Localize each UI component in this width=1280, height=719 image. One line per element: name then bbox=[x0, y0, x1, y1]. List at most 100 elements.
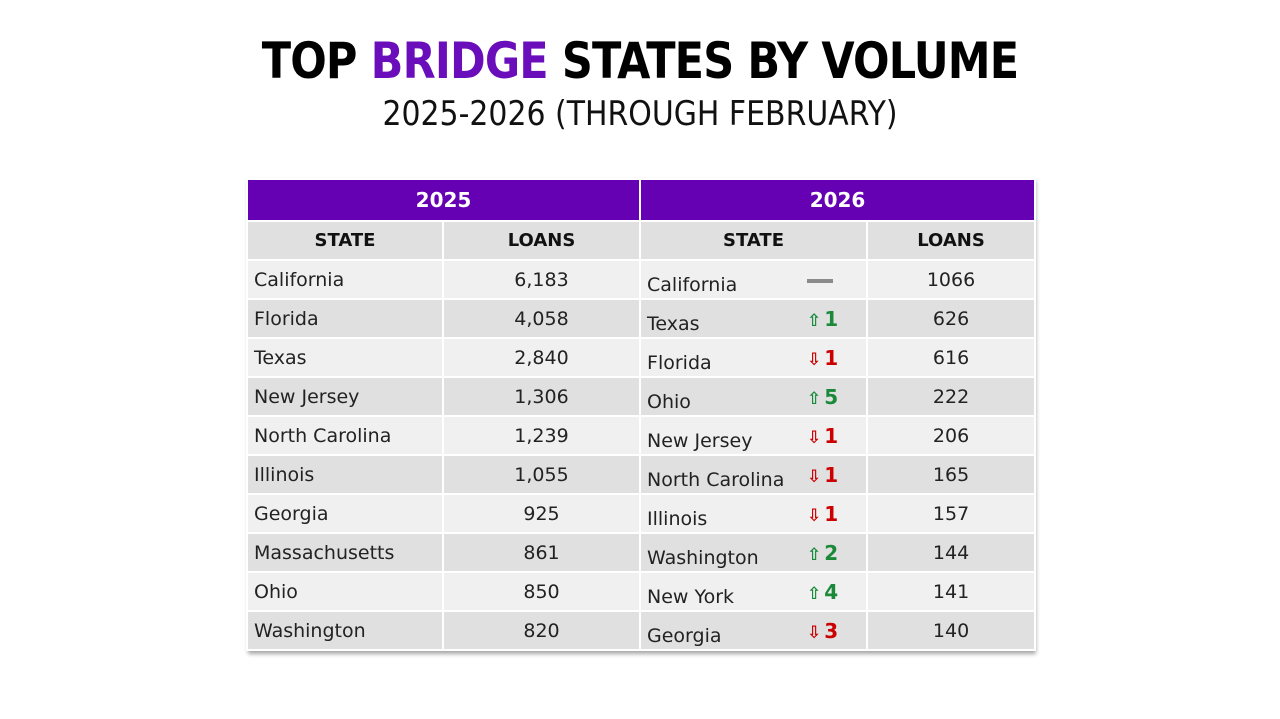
state-2026: Texas bbox=[647, 312, 700, 335]
loans-2026: 140 bbox=[866, 610, 1037, 651]
loans-2026: 626 bbox=[866, 298, 1037, 339]
rank-change: ⇧ 4 bbox=[807, 580, 838, 604]
state-2026: New York bbox=[647, 585, 735, 608]
page-title: TOP BRIDGE STATES BY VOLUME bbox=[90, 30, 1191, 92]
loans-2025: 2,840 bbox=[441, 337, 642, 378]
rank-change-value: 5 bbox=[824, 385, 839, 409]
state-2025: Washington bbox=[246, 610, 444, 651]
loans-2025: 6,183 bbox=[441, 259, 642, 300]
rank-change-value: 1 bbox=[824, 463, 839, 487]
table-row: Illinois 1,055 North Carolina ⇩ 1 165 bbox=[246, 454, 1037, 495]
state-2026: Illinois bbox=[647, 507, 708, 530]
state-2026: North Carolina bbox=[647, 468, 785, 491]
state-2026: Washington bbox=[647, 546, 759, 569]
state-2026-cell: Florida ⇩ 1 bbox=[639, 337, 869, 378]
loans-2025: 850 bbox=[441, 571, 642, 612]
table-row: California 6,183 California 1066 bbox=[246, 259, 1037, 300]
col-state-2026: STATE bbox=[639, 220, 869, 261]
arrow-up-icon: ⇧ bbox=[807, 545, 822, 565]
loans-2025: 820 bbox=[441, 610, 642, 651]
loans-2026: 165 bbox=[866, 454, 1037, 495]
state-2025: Massachusetts bbox=[246, 532, 444, 573]
state-2025: Georgia bbox=[246, 493, 444, 534]
loans-2025: 861 bbox=[441, 532, 642, 573]
rank-change: ⇩ 1 bbox=[807, 502, 838, 526]
state-2025: Illinois bbox=[246, 454, 444, 495]
table-row: Georgia 925 Illinois ⇩ 1 157 bbox=[246, 493, 1037, 534]
title-pre: TOP bbox=[261, 32, 371, 90]
loans-2026: 1066 bbox=[866, 259, 1037, 300]
table-row: North Carolina 1,239 New Jersey ⇩ 1 206 bbox=[246, 415, 1037, 456]
loans-2025: 4,058 bbox=[441, 298, 642, 339]
loans-2025: 1,306 bbox=[441, 376, 642, 417]
state-2026: California bbox=[647, 273, 738, 296]
rank-change-value: 1 bbox=[824, 307, 839, 331]
state-2026: Georgia bbox=[647, 624, 722, 647]
state-2026: Ohio bbox=[647, 390, 691, 413]
loans-2025: 925 bbox=[441, 493, 642, 534]
rank-change-value: 4 bbox=[824, 580, 839, 604]
no-change-dash-icon bbox=[807, 279, 834, 283]
state-2025: Texas bbox=[246, 337, 444, 378]
state-2026-cell: Ohio ⇧ 5 bbox=[639, 376, 869, 417]
page-subtitle: 2025-2026 (THROUGH FEBRUARY) bbox=[382, 94, 898, 134]
table-row: New Jersey 1,306 Ohio ⇧ 5 222 bbox=[246, 376, 1037, 417]
loans-2025: 1,239 bbox=[441, 415, 642, 456]
arrow-down-icon: ⇩ bbox=[807, 467, 822, 487]
state-2025: California bbox=[246, 259, 444, 300]
loans-2026: 616 bbox=[866, 337, 1037, 378]
state-2026: Florida bbox=[647, 351, 712, 374]
loans-2026: 222 bbox=[866, 376, 1037, 417]
state-2025: Ohio bbox=[246, 571, 444, 612]
rank-change: ⇩ 1 bbox=[807, 463, 838, 487]
state-2025: Florida bbox=[246, 298, 444, 339]
table-row: Florida 4,058 Texas ⇧ 1 626 bbox=[246, 298, 1037, 339]
loans-2026: 141 bbox=[866, 571, 1037, 612]
state-2026-cell: New York ⇧ 4 bbox=[639, 571, 869, 612]
col-state-2025: STATE bbox=[246, 220, 444, 261]
ranking-table: 2025 2026 STATE LOANS STATE LOANS Califo… bbox=[245, 178, 1037, 651]
table-row: Washington 820 Georgia ⇩ 3 140 bbox=[246, 610, 1037, 651]
state-2026-cell: Washington ⇧ 2 bbox=[639, 532, 869, 573]
rank-change: ⇩ 1 bbox=[807, 424, 838, 448]
arrow-up-icon: ⇧ bbox=[807, 389, 822, 409]
rank-change-value: 2 bbox=[824, 541, 839, 565]
state-2026-cell: Illinois ⇩ 1 bbox=[639, 493, 869, 534]
table-row: Ohio 850 New York ⇧ 4 141 bbox=[246, 571, 1037, 612]
arrow-down-icon: ⇩ bbox=[807, 428, 822, 448]
arrow-up-icon: ⇧ bbox=[807, 584, 822, 604]
arrow-down-icon: ⇩ bbox=[807, 350, 822, 370]
rank-change-value: 1 bbox=[824, 346, 839, 370]
year-2025-header: 2025 bbox=[245, 178, 642, 222]
rank-change: ⇩ 1 bbox=[807, 346, 838, 370]
rank-change-value: 3 bbox=[824, 619, 839, 643]
state-2026-cell: California bbox=[639, 259, 869, 300]
rank-change-value: 1 bbox=[824, 502, 839, 526]
arrow-down-icon: ⇩ bbox=[807, 623, 822, 643]
state-2026: New Jersey bbox=[647, 429, 753, 452]
loans-2026: 157 bbox=[866, 493, 1037, 534]
year-2026-header: 2026 bbox=[639, 178, 1037, 222]
arrow-down-icon: ⇩ bbox=[807, 506, 822, 526]
col-loans-2025: LOANS bbox=[441, 220, 642, 261]
state-2026-cell: North Carolina ⇩ 1 bbox=[639, 454, 869, 495]
rank-change-value: 1 bbox=[824, 424, 839, 448]
rank-change: ⇧ 1 bbox=[807, 307, 838, 331]
table-row: Massachusetts 861 Washington ⇧ 2 144 bbox=[246, 532, 1037, 573]
state-2026-cell: Texas ⇧ 1 bbox=[639, 298, 869, 339]
arrow-up-icon: ⇧ bbox=[807, 311, 822, 331]
title-accent: BRIDGE bbox=[370, 32, 549, 90]
state-2026-cell: Georgia ⇩ 3 bbox=[639, 610, 869, 651]
state-2026-cell: New Jersey ⇩ 1 bbox=[639, 415, 869, 456]
rank-change: ⇧ 2 bbox=[807, 541, 838, 565]
loans-2025: 1,055 bbox=[441, 454, 642, 495]
rank-change: ⇧ 5 bbox=[807, 385, 838, 409]
state-2025: New Jersey bbox=[246, 376, 444, 417]
title-post: STATES BY VOLUME bbox=[547, 32, 1019, 90]
table-row: Texas 2,840 Florida ⇩ 1 616 bbox=[246, 337, 1037, 378]
rank-change: ⇩ 3 bbox=[807, 619, 838, 643]
loans-2026: 206 bbox=[866, 415, 1037, 456]
loans-2026: 144 bbox=[866, 532, 1037, 573]
col-loans-2026: LOANS bbox=[866, 220, 1037, 261]
ranking-table-container: 2025 2026 STATE LOANS STATE LOANS Califo… bbox=[245, 178, 1037, 651]
